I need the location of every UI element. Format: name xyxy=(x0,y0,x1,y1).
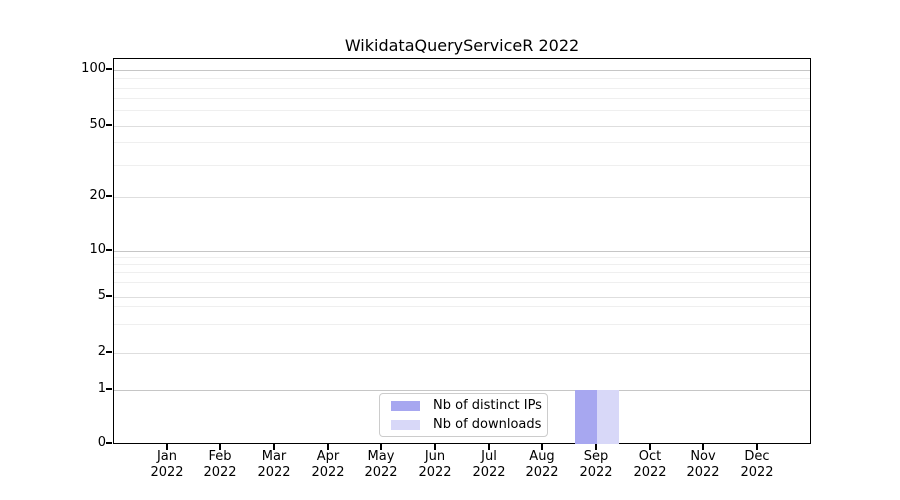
legend-label-downloads: Nb of downloads xyxy=(433,417,542,432)
x-tick-label: Dec 2022 xyxy=(730,449,784,480)
x-tick-month: Jan xyxy=(156,449,178,464)
x-tick-mark xyxy=(649,444,651,450)
plot-area: Nb of distinct IPs Nb of downloads xyxy=(113,58,811,444)
x-tick-year: 2022 xyxy=(203,464,237,480)
x-tick-year: 2022 xyxy=(525,464,559,480)
gridline-minor xyxy=(114,110,810,111)
bar-distinct-ips xyxy=(575,390,597,444)
x-tick-mark xyxy=(166,444,168,450)
x-tick-month: Apr xyxy=(316,449,340,464)
x-tick-month: Dec xyxy=(744,449,770,464)
gridline-minor xyxy=(114,272,810,273)
gridline-minor xyxy=(114,78,810,79)
x-tick-month: May xyxy=(367,449,395,464)
gridline-major xyxy=(114,297,810,298)
x-tick-label: Feb 2022 xyxy=(193,449,247,480)
gridline-major xyxy=(114,70,810,71)
legend-row-downloads: Nb of downloads xyxy=(387,417,542,432)
x-tick-mark xyxy=(541,444,543,450)
y-tick-label: 1 xyxy=(97,381,106,396)
gridline-minor xyxy=(114,257,810,258)
x-tick-label: Aug 2022 xyxy=(515,449,569,480)
gridline-minor xyxy=(114,98,810,99)
legend-row-distinct-ips: Nb of distinct IPs xyxy=(387,398,542,413)
y-tick-label: 0 xyxy=(97,435,106,450)
x-tick-label: Jul 2022 xyxy=(462,449,516,480)
y-tick-mark xyxy=(106,295,112,297)
x-tick-year: 2022 xyxy=(686,464,720,480)
gridline-major xyxy=(114,251,810,252)
x-tick-year: 2022 xyxy=(740,464,774,480)
y-tick-mark xyxy=(106,351,112,353)
x-tick-mark xyxy=(434,444,436,450)
x-tick-year: 2022 xyxy=(633,464,667,480)
x-tick-mark xyxy=(327,444,329,450)
x-tick-label: Sep 2022 xyxy=(569,449,623,480)
x-tick-month: Nov xyxy=(690,449,716,464)
x-tick-month: Mar xyxy=(261,449,287,464)
y-tick-mark xyxy=(106,442,112,444)
y-tick-label: 2 xyxy=(97,344,106,359)
gridline-major xyxy=(114,353,810,354)
x-tick-mark xyxy=(756,444,758,450)
gridline-minor xyxy=(114,306,810,307)
y-tick-mark xyxy=(106,124,112,126)
x-tick-month: Jul xyxy=(481,449,497,464)
x-tick-label: Oct 2022 xyxy=(623,449,677,480)
x-tick-mark xyxy=(488,444,490,450)
gridline-minor xyxy=(114,88,810,89)
gridline-minor xyxy=(114,324,810,325)
x-tick-year: 2022 xyxy=(579,464,613,480)
x-tick-mark xyxy=(702,444,704,450)
x-tick-month: Feb xyxy=(208,449,232,464)
gridline-minor xyxy=(114,165,810,166)
x-tick-mark xyxy=(380,444,382,450)
legend-swatch-distinct-ips xyxy=(391,400,420,411)
x-tick-label: Mar 2022 xyxy=(247,449,301,480)
gridline-major xyxy=(114,197,810,198)
x-tick-year: 2022 xyxy=(418,464,452,480)
legend-swatch-downloads xyxy=(391,419,420,430)
gridline-minor xyxy=(114,282,810,283)
x-tick-year: 2022 xyxy=(364,464,398,480)
x-tick-year: 2022 xyxy=(150,464,184,480)
y-tick-mark xyxy=(106,249,112,251)
y-tick-label: 20 xyxy=(89,188,106,203)
x-tick-month: Aug xyxy=(529,449,555,464)
bar-downloads xyxy=(597,390,619,444)
x-tick-label: May 2022 xyxy=(354,449,408,480)
gridline-major xyxy=(114,390,810,391)
x-tick-mark xyxy=(219,444,221,450)
gridline-major xyxy=(114,126,810,127)
y-tick-label: 50 xyxy=(89,117,106,132)
x-tick-label: Jun 2022 xyxy=(408,449,462,480)
gridline-minor xyxy=(114,264,810,265)
y-tick-mark xyxy=(106,195,112,197)
x-tick-month: Oct xyxy=(638,449,662,464)
y-tick-mark xyxy=(106,68,112,70)
x-tick-year: 2022 xyxy=(472,464,506,480)
x-tick-label: Jan 2022 xyxy=(140,449,194,480)
y-tick-label: 100 xyxy=(81,61,106,76)
x-tick-label: Apr 2022 xyxy=(301,449,355,480)
x-tick-label: Nov 2022 xyxy=(676,449,730,480)
x-tick-year: 2022 xyxy=(311,464,345,480)
x-tick-month: Jun xyxy=(424,449,446,464)
x-tick-mark xyxy=(273,444,275,450)
x-tick-mark xyxy=(595,444,597,450)
x-tick-year: 2022 xyxy=(257,464,291,480)
legend-label-distinct-ips: Nb of distinct IPs xyxy=(433,398,542,413)
x-tick-month: Sep xyxy=(583,449,609,464)
y-tick-mark xyxy=(106,388,112,390)
legend: Nb of distinct IPs Nb of downloads xyxy=(379,393,548,437)
chart-title: WikidataQueryServiceR 2022 xyxy=(344,36,580,55)
y-tick-label: 10 xyxy=(89,242,106,257)
gridline-minor xyxy=(114,142,810,143)
y-tick-label: 5 xyxy=(97,288,106,303)
